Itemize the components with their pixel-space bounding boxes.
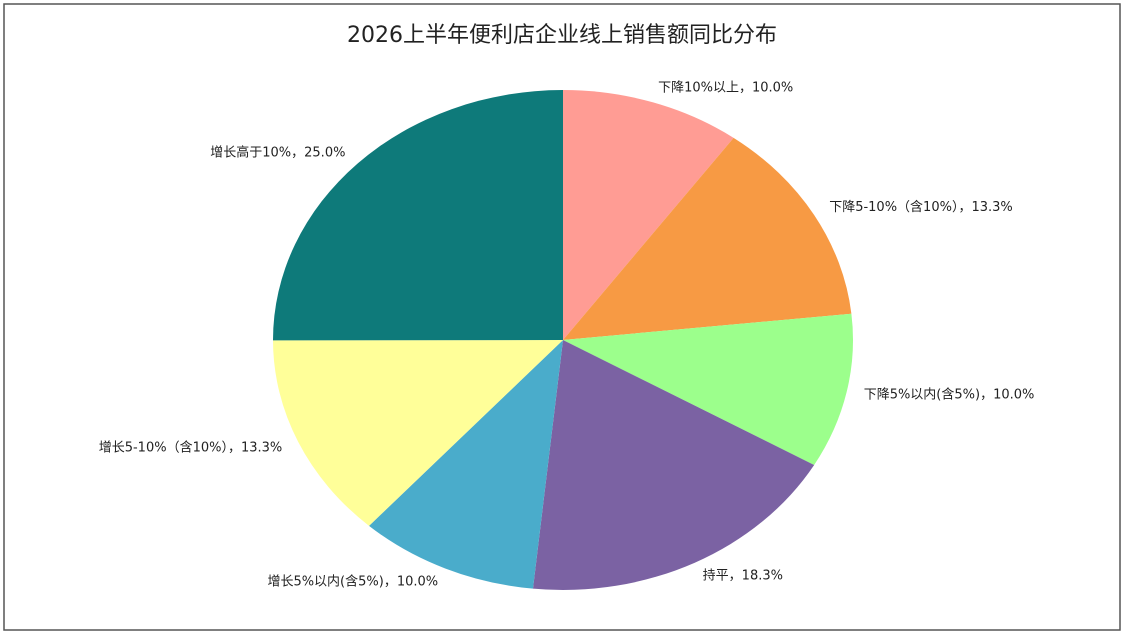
- chart-title: 2026上半年便利店企业线上销售额同比分布: [347, 23, 777, 48]
- pie-slice: [369, 340, 563, 589]
- pie-slice: [273, 340, 563, 526]
- data-label: 下降10%以上，10.0%: [658, 80, 793, 95]
- data-label: 增长高于10%，25.0%: [210, 144, 345, 160]
- data-label: 下降5-10%（含10%），13.3%: [829, 199, 1013, 215]
- pie-slice: [563, 313, 853, 465]
- data-label: 下降5%以内(含5%)，10.0%: [864, 387, 1035, 403]
- pie-slice: [563, 137, 852, 340]
- data-label: 增长5-10%（含10%），13.3%: [99, 440, 283, 456]
- pie-slice: [532, 340, 815, 590]
- pie-slice: [273, 90, 563, 341]
- pie-slice: [563, 90, 734, 340]
- data-label: 持平，18.3%: [703, 569, 783, 584]
- data-label: 增长5%以内(含5%)，10.0%: [267, 574, 438, 590]
